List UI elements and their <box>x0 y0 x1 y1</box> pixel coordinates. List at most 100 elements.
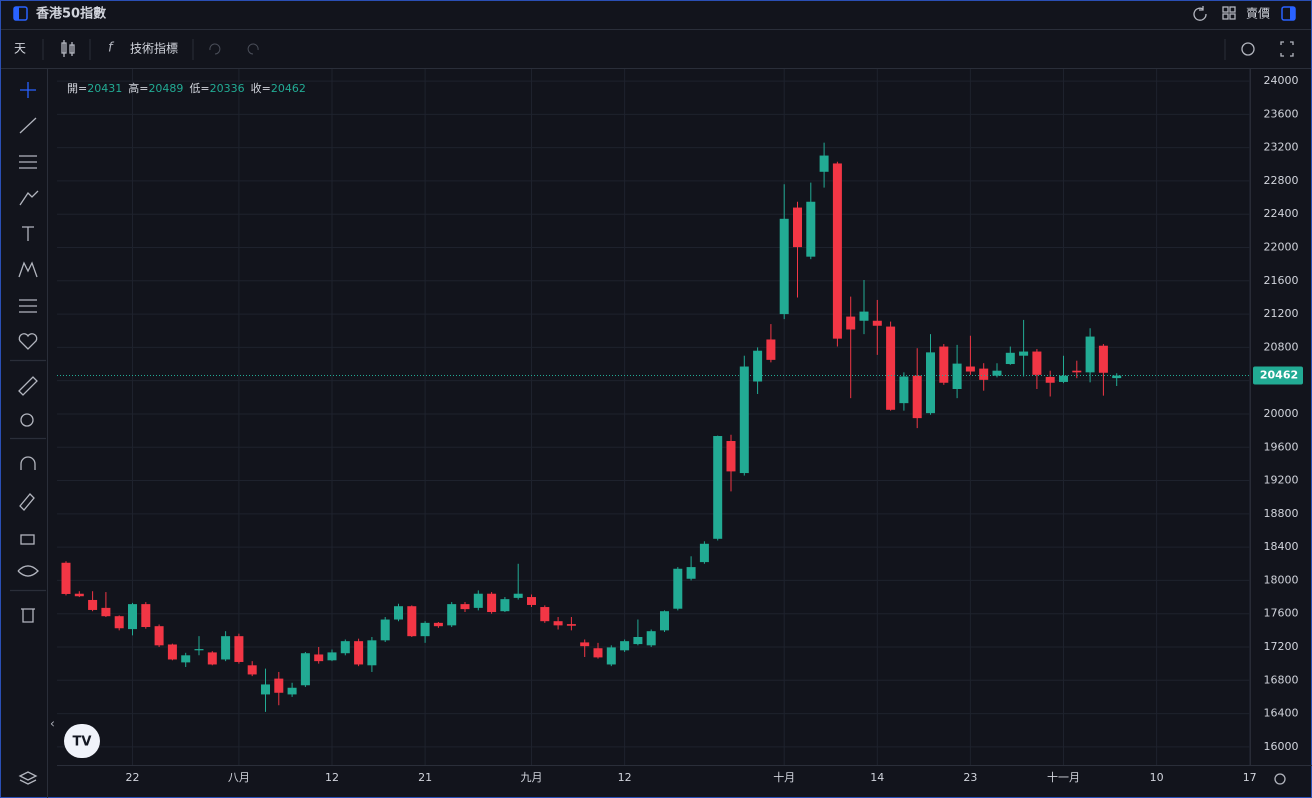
candle-body <box>793 207 802 248</box>
visibility-tool[interactable] <box>17 565 39 577</box>
candle-body <box>832 163 842 339</box>
refresh-icon[interactable] <box>1193 6 1207 21</box>
candle-body <box>1098 345 1108 373</box>
candle-body <box>287 687 297 695</box>
ruler-tool[interactable] <box>18 376 38 396</box>
y-tick-label: 17600 <box>1264 607 1299 620</box>
y-tick-label: 23600 <box>1264 107 1299 120</box>
candle-body <box>74 593 84 597</box>
grid <box>57 69 1251 765</box>
candle-body <box>726 441 736 472</box>
candle-body <box>699 543 709 563</box>
layout-icon[interactable] <box>1222 6 1236 20</box>
logo[interactable] <box>64 724 100 758</box>
candle-body <box>513 593 523 598</box>
candle-body <box>247 665 257 675</box>
candle-body <box>1045 376 1055 383</box>
legend-high-label: 高= <box>128 81 148 95</box>
candle-body <box>141 604 151 628</box>
x-tick-label: 10 <box>1150 771 1164 784</box>
x-tick-label: 八月 <box>228 771 250 784</box>
candle-body <box>1032 351 1042 375</box>
candle-body <box>234 636 244 662</box>
candle-body <box>872 320 882 326</box>
candle-body <box>646 631 656 646</box>
candles <box>57 142 1250 712</box>
axes: 16000 16400 16800 17200 17600 18000 18400 18800… <box>126 74 1303 784</box>
legend-open-label: 開= <box>67 82 87 95</box>
candle-body <box>846 316 856 330</box>
pattern-tool[interactable] <box>18 261 38 278</box>
candle-body <box>979 368 989 380</box>
indicators[interactable]: 技術指標 <box>130 41 178 56</box>
candle-body <box>939 346 949 383</box>
magnet-tool[interactable] <box>20 456 36 470</box>
candle-body <box>487 593 497 613</box>
panel-icon-fill <box>14 7 19 20</box>
price-type[interactable]: 賣價 <box>1246 6 1270 21</box>
candle-body <box>886 326 896 410</box>
legend-high-value: 20489 <box>148 82 183 95</box>
crosshair-tool[interactable] <box>20 82 36 98</box>
trendline-tool[interactable] <box>19 117 37 134</box>
redo-icon[interactable] <box>247 43 259 55</box>
text-tool[interactable] <box>22 226 34 241</box>
legend-close-value: 20462 <box>271 82 306 95</box>
favorites-tool[interactable] <box>18 333 38 350</box>
layers-tool[interactable] <box>18 771 38 785</box>
candle-body <box>154 626 164 646</box>
panel-right-fill <box>1290 7 1295 20</box>
collapse-arrow[interactable]: ‹ <box>50 717 55 731</box>
last-price-box <box>1253 366 1303 385</box>
candle-body <box>194 649 204 651</box>
candle-body <box>753 350 763 382</box>
lock-tool[interactable] <box>20 534 35 545</box>
zoom-tool[interactable] <box>20 413 34 427</box>
candle-body <box>473 593 483 608</box>
candle-body <box>766 339 776 360</box>
candle-body <box>181 655 191 663</box>
interval[interactable]: 天 <box>14 42 26 56</box>
y-tick-label: 19600 <box>1264 440 1299 453</box>
candle-body <box>713 436 723 539</box>
prediction-tool[interactable] <box>19 299 37 313</box>
candle-type-icon[interactable] <box>61 40 75 57</box>
trash-tool[interactable] <box>21 608 35 623</box>
settings-icon[interactable] <box>1241 42 1255 56</box>
y-tick-label: 20000 <box>1264 407 1299 420</box>
candle-body <box>912 375 922 419</box>
fx-icon[interactable]: f <box>108 41 115 56</box>
y-tick-label: 18000 <box>1264 573 1299 586</box>
brush-tool[interactable] <box>19 190 39 206</box>
y-tick-label: 17200 <box>1264 640 1299 653</box>
candle-body <box>926 352 935 414</box>
lock-draw-tool[interactable] <box>19 493 35 511</box>
undo-icon[interactable] <box>209 43 221 55</box>
candle-body <box>367 640 377 666</box>
ohlc-legend: 開=20431 高=20489 低=20336 收=20462 <box>67 81 306 95</box>
candle-body <box>407 606 417 637</box>
symbol-title: 香港50指數 <box>35 6 106 22</box>
candle-body <box>88 599 98 610</box>
legend-low-label: 低= <box>189 82 209 95</box>
candle-body <box>673 568 683 609</box>
fullscreen-icon[interactable] <box>1280 41 1294 57</box>
fib-tool[interactable] <box>19 155 37 169</box>
candle-body <box>101 607 111 617</box>
candle-body <box>433 622 443 627</box>
candle-body <box>61 562 71 594</box>
candle-body <box>327 652 337 661</box>
candle-body <box>992 370 1002 376</box>
y-tick-label: 18400 <box>1264 540 1299 553</box>
candle-body <box>566 624 576 626</box>
axis-settings-icon[interactable] <box>1274 773 1286 785</box>
x-tick-label: 十一月 <box>1047 770 1080 784</box>
candle-body <box>354 641 364 665</box>
candle-body <box>739 366 749 474</box>
candle-body <box>460 604 470 610</box>
candle-body <box>952 363 962 389</box>
x-tick-label: 12 <box>618 771 632 784</box>
candle-body <box>819 155 829 172</box>
legend-open-value: 20431 <box>87 82 122 95</box>
